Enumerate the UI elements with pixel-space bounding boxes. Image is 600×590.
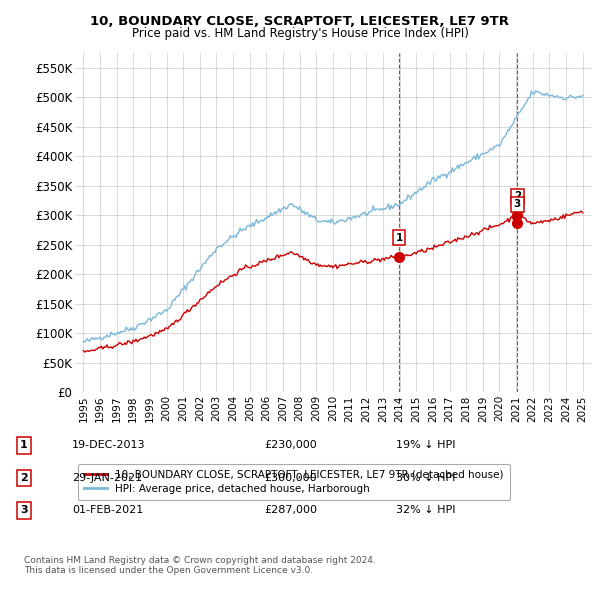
Text: 1: 1	[20, 441, 28, 450]
Text: 19-DEC-2013: 19-DEC-2013	[72, 441, 146, 450]
Text: 19% ↓ HPI: 19% ↓ HPI	[396, 441, 455, 450]
Text: 32% ↓ HPI: 32% ↓ HPI	[396, 506, 455, 515]
Text: 2: 2	[20, 473, 28, 483]
Text: 1: 1	[395, 233, 403, 242]
Text: 3: 3	[514, 199, 521, 209]
Text: £287,000: £287,000	[264, 506, 317, 515]
Text: 29-JAN-2021: 29-JAN-2021	[72, 473, 142, 483]
Text: Contains HM Land Registry data © Crown copyright and database right 2024.
This d: Contains HM Land Registry data © Crown c…	[24, 556, 376, 575]
Text: 10, BOUNDARY CLOSE, SCRAPTOFT, LEICESTER, LE7 9TR: 10, BOUNDARY CLOSE, SCRAPTOFT, LEICESTER…	[91, 15, 509, 28]
Text: £230,000: £230,000	[264, 441, 317, 450]
Legend: 10, BOUNDARY CLOSE, SCRAPTOFT, LEICESTER, LE7 9TR (detached house), HPI: Average: 10, BOUNDARY CLOSE, SCRAPTOFT, LEICESTER…	[77, 464, 510, 500]
Text: £300,000: £300,000	[264, 473, 317, 483]
Text: 3: 3	[20, 506, 28, 515]
Text: 30% ↓ HPI: 30% ↓ HPI	[396, 473, 455, 483]
Text: Price paid vs. HM Land Registry's House Price Index (HPI): Price paid vs. HM Land Registry's House …	[131, 27, 469, 40]
Text: 2: 2	[514, 192, 521, 201]
Text: 01-FEB-2021: 01-FEB-2021	[72, 506, 143, 515]
